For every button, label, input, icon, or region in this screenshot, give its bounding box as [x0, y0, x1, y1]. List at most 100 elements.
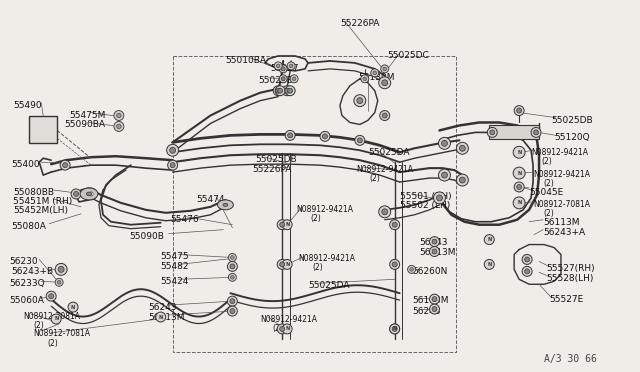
Text: 56233Q: 56233Q	[10, 279, 45, 288]
Circle shape	[522, 254, 532, 264]
Circle shape	[292, 77, 296, 81]
Circle shape	[487, 128, 497, 137]
Circle shape	[442, 140, 447, 146]
Circle shape	[276, 64, 280, 68]
Text: A/3 30 66: A/3 30 66	[544, 354, 596, 364]
Circle shape	[58, 280, 61, 284]
Circle shape	[429, 304, 440, 314]
Circle shape	[525, 269, 529, 274]
Circle shape	[51, 314, 61, 324]
Circle shape	[55, 278, 63, 286]
Circle shape	[156, 312, 166, 322]
Text: N: N	[487, 262, 492, 267]
Circle shape	[380, 110, 390, 121]
Text: N: N	[54, 317, 58, 321]
Text: N08912-7081A: N08912-7081A	[33, 329, 90, 338]
Text: (2): (2)	[543, 179, 554, 188]
Circle shape	[408, 265, 415, 273]
Circle shape	[432, 249, 437, 254]
Text: (2): (2)	[543, 209, 554, 218]
Text: 55451M (RH): 55451M (RH)	[13, 197, 72, 206]
Circle shape	[320, 131, 330, 141]
Text: 56260N: 56260N	[413, 267, 448, 276]
Text: 56243+A: 56243+A	[543, 228, 585, 237]
Text: N: N	[285, 326, 289, 331]
Circle shape	[490, 130, 495, 135]
Text: 55475M: 55475M	[69, 110, 106, 119]
Circle shape	[228, 273, 236, 281]
Circle shape	[410, 267, 413, 271]
Text: 55528(LH): 55528(LH)	[546, 274, 593, 283]
Circle shape	[484, 259, 494, 269]
Circle shape	[280, 262, 285, 267]
Circle shape	[392, 222, 397, 227]
Circle shape	[279, 75, 287, 83]
Circle shape	[355, 135, 365, 145]
Text: N08912-7081A: N08912-7081A	[23, 312, 80, 321]
Circle shape	[280, 327, 285, 331]
Text: N: N	[517, 201, 521, 205]
Text: N08912-9421A: N08912-9421A	[296, 205, 353, 214]
Text: N: N	[392, 326, 397, 331]
Circle shape	[460, 145, 465, 151]
Circle shape	[274, 62, 282, 70]
Text: (2): (2)	[370, 174, 381, 183]
Text: 56243: 56243	[413, 307, 441, 316]
Text: 55482: 55482	[161, 262, 189, 272]
Circle shape	[381, 209, 388, 215]
Circle shape	[442, 172, 447, 178]
Text: (2): (2)	[541, 157, 552, 166]
Circle shape	[373, 71, 376, 75]
Circle shape	[282, 324, 292, 334]
Text: 55045E: 55045E	[529, 188, 563, 197]
Circle shape	[230, 276, 234, 279]
Circle shape	[381, 80, 388, 86]
Text: 55226PA: 55226PA	[252, 165, 292, 174]
Circle shape	[116, 124, 121, 129]
Circle shape	[230, 264, 235, 269]
Circle shape	[230, 309, 235, 314]
Circle shape	[116, 113, 121, 118]
Text: 56113M: 56113M	[413, 296, 449, 305]
Text: 55025DA: 55025DA	[308, 281, 349, 290]
Circle shape	[392, 262, 397, 267]
Text: 55080A: 55080A	[12, 222, 46, 231]
Circle shape	[371, 69, 379, 77]
Text: (2): (2)	[312, 263, 323, 272]
Text: 55130M: 55130M	[358, 73, 394, 82]
Circle shape	[484, 235, 494, 244]
Ellipse shape	[80, 188, 98, 200]
Text: 55424: 55424	[161, 277, 189, 286]
Text: 55490: 55490	[13, 101, 42, 110]
Circle shape	[227, 306, 237, 316]
Circle shape	[381, 65, 388, 73]
Circle shape	[433, 192, 445, 204]
Circle shape	[534, 130, 538, 135]
Circle shape	[55, 263, 67, 275]
Circle shape	[285, 88, 290, 93]
Text: N08912-9421A: N08912-9421A	[298, 254, 355, 263]
Ellipse shape	[86, 192, 92, 196]
Circle shape	[230, 256, 234, 259]
Text: 55060A: 55060A	[10, 296, 44, 305]
Text: 55120Q: 55120Q	[554, 134, 589, 142]
Circle shape	[114, 110, 124, 121]
Circle shape	[516, 108, 522, 113]
Text: (2): (2)	[47, 339, 58, 348]
Circle shape	[280, 222, 285, 227]
Circle shape	[273, 86, 283, 96]
Circle shape	[531, 128, 541, 137]
Circle shape	[228, 253, 236, 262]
Circle shape	[170, 163, 175, 168]
Text: 55476: 55476	[171, 215, 199, 224]
Text: 56113M: 56113M	[543, 218, 580, 227]
Circle shape	[285, 86, 295, 96]
Text: 55452M(LH): 55452M(LH)	[13, 206, 68, 215]
Text: N: N	[517, 150, 521, 155]
Circle shape	[170, 147, 175, 153]
Text: 55527E: 55527E	[549, 295, 583, 304]
Circle shape	[85, 188, 97, 200]
Circle shape	[287, 62, 295, 70]
Circle shape	[168, 160, 178, 170]
Circle shape	[522, 266, 532, 276]
